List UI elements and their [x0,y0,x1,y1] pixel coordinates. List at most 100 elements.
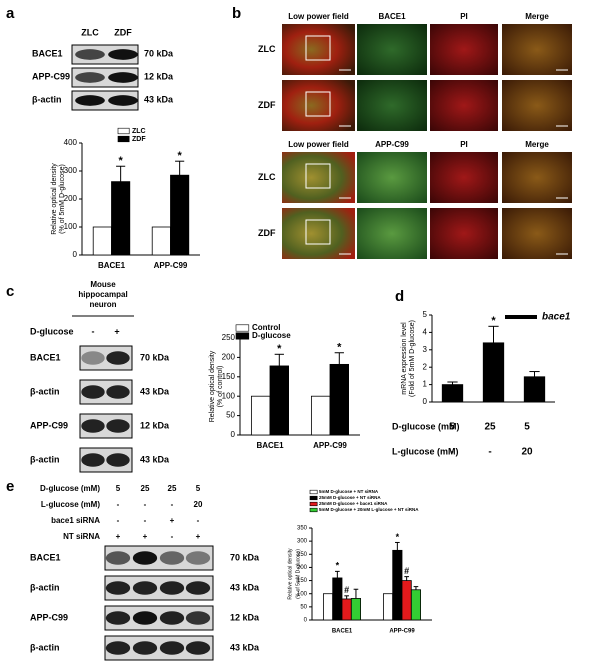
y-tick-label: 150 [222,372,236,381]
panel-label: c [6,283,14,300]
y-tick-label: 100 [297,591,308,597]
x-tick-label: BACE1 [332,629,353,635]
inset-box [305,91,331,117]
significance-mark: * [396,532,400,542]
bar [441,384,464,403]
blot-band [185,641,211,655]
bar [329,363,350,436]
panel-label: d [395,288,404,305]
condition-value: - [171,500,174,509]
legend-label: ZLC [132,128,146,135]
legend-swatch [309,507,318,513]
blot-label: BACE1 [30,552,61,562]
bar [382,593,394,621]
condition-value: 25 [168,484,177,493]
image-header: BACE1 [378,12,406,21]
image-header: Merge [525,12,549,21]
blot-band [185,611,211,625]
micrograph [502,208,572,259]
legend-label: bace1 [542,312,571,323]
y-axis-label: (% of 5mM D-glucose) [295,549,301,599]
bar [322,593,334,621]
blot-size: 43 kDa [140,454,170,464]
blot-size: 70 kDa [230,552,260,562]
y-tick-label: 2 [423,362,428,371]
condition-value: 20 [194,500,203,509]
condition-value: 5 [116,484,121,493]
blot-band [81,351,105,365]
blot-band [75,49,105,60]
condition-value: - [450,447,453,458]
row-label: ZDF [258,228,276,238]
x-tick-label: APP-C99 [389,629,415,635]
micrograph [282,80,355,131]
condition-value: 5 [196,484,201,493]
y-axis-label: (% of control) [217,366,224,408]
lane-label: ZLC [81,27,99,37]
blot-band [106,419,130,433]
blot-band [105,581,131,595]
image-header: Low power field [288,12,349,21]
blot-band [81,453,105,467]
y-tick-label: 200 [297,565,308,571]
y-tick-label: 0 [73,250,78,259]
significance-mark: * [178,150,183,162]
blot-band [75,95,105,106]
y-axis-label: (Fold of 5mM D-glucose) [409,320,416,397]
lane-label: + [114,326,119,336]
image-header: PI [460,12,468,21]
blot-band [81,385,105,399]
blot-band [132,641,158,655]
y-tick-label: 200 [222,353,236,362]
blot-band [108,95,138,106]
bar [341,598,352,621]
panel-label: a [6,5,15,22]
blot-label: APP-C99 [32,71,70,81]
significance-mark: * [119,155,124,167]
image-header: PI [460,140,468,149]
condition-label: L-glucose (mM) [41,500,100,509]
row-label: ZLC [258,44,276,54]
blot-label: BACE1 [30,352,61,362]
condition-label: bace1 siRNA [51,516,100,525]
inset-box [305,163,331,189]
x-tick-label: BACE1 [98,261,126,270]
y-tick-label: 50 [226,411,235,420]
blot-band [106,351,130,365]
y-tick-label: 4 [423,328,428,337]
blot-size: 70 kDa [144,48,174,58]
blot-band [159,551,185,565]
blot-band [132,551,158,565]
blot-size: 12 kDa [230,612,260,622]
condition-value: 5 [524,422,530,433]
y-axis-label: Relative optical density [51,163,58,235]
y-tick-label: 250 [297,552,308,558]
micrograph [282,208,355,259]
micrograph [357,208,427,259]
bar [410,589,421,621]
y-tick-label: 300 [64,166,78,175]
y-tick-label: 1 [423,380,428,389]
condition-value: + [116,532,121,541]
blot-band [106,385,130,399]
inset-box [305,219,331,245]
legend-label: 25mM D-glucose + NT siRNA [319,495,381,500]
condition-value: - [197,516,200,525]
bar [392,549,403,621]
y-tick-label: 300 [297,539,308,545]
blot-band [185,551,211,565]
lane-label: - [92,326,95,336]
condition-value: + [196,532,201,541]
blot-band [132,581,158,595]
condition-label: D-glucose (mM) [40,484,100,493]
micrograph [357,80,427,131]
treatment-label: D-glucose [30,326,74,336]
blot-band [159,581,185,595]
condition-value: - [488,447,491,458]
y-tick-label: 0 [423,397,428,406]
micrograph [357,152,427,203]
micrograph [357,24,427,75]
significance-mark: * [337,342,342,354]
bar [250,395,271,436]
